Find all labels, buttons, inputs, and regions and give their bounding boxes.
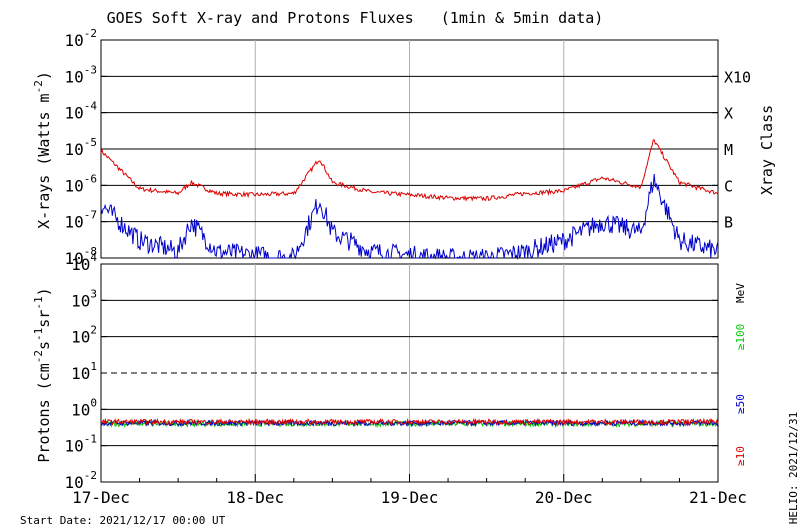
energy-unit-label: MeV [734, 283, 747, 303]
axis-labels: 17-Dec 18-Dec 19-Dec 20-Dec 21-Dec 10-2 10-3 10… [64, 27, 751, 507]
proton-legend-label: ≥50 [734, 394, 747, 414]
x-tick-label: 18-Dec [226, 488, 284, 507]
proton-series [100, 417, 719, 429]
y-tick-label: 104 [71, 251, 97, 274]
y-tick-label: 10-7 [64, 209, 97, 232]
y-tick-label: 10-8 [64, 245, 97, 268]
xray-class-axis-label: Xray Class [758, 105, 776, 195]
y-tick-label: 100 [71, 396, 97, 419]
side-date-label: HELIO: 2021/12/31 [787, 412, 800, 525]
grid-lines [100, 39, 719, 483]
y-tick-label: 10-6 [64, 172, 97, 195]
xray-class-label: B [724, 214, 733, 232]
chart-title: GOES Soft X-ray and Protons Fluxes (1min… [107, 9, 604, 27]
proton-legend-label: ≥10 [734, 446, 747, 466]
xray-short-series [100, 174, 719, 260]
xray-series [100, 139, 719, 260]
y-tick-label: 10-2 [64, 469, 97, 492]
y-tick-label: 10-5 [64, 136, 97, 159]
proton-y-axis-label: Protons (cm-2s-1sr-1) [32, 287, 53, 462]
proton-series-line [100, 418, 719, 428]
y-tick-label: 101 [71, 360, 97, 383]
x-tick-label: 20-Dec [535, 488, 593, 507]
proton-legend-label: ≥100 [734, 324, 747, 351]
xray-long-series [100, 139, 719, 202]
x-tick-label: 19-Dec [381, 488, 439, 507]
y-tick-label: 102 [71, 324, 97, 347]
xray-y-axis-label: X-rays (Watts m-2) [32, 71, 53, 229]
y-tick-label: 10-2 [64, 27, 97, 50]
x-tick-label: 17-Dec [72, 488, 130, 507]
y-tick-label: 103 [71, 287, 97, 310]
y-tick-label: 10-1 [64, 433, 97, 456]
proton-series-line [100, 417, 719, 427]
start-date-label: Start Date: 2021/12/17 00:00 UT [20, 514, 226, 527]
y-tick-label: 10-3 [64, 63, 97, 86]
xray-class-label: X10 [724, 68, 751, 86]
xray-class-label: M [724, 141, 733, 159]
x-tick-label: 21-Dec [689, 488, 747, 507]
y-tick-label: 10-4 [64, 100, 97, 123]
xray-class-label: C [724, 177, 733, 195]
xray-class-label: X [724, 105, 733, 123]
